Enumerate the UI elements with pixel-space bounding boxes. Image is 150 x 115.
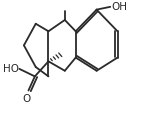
Text: HO: HO <box>3 64 19 74</box>
Text: OH: OH <box>111 2 127 12</box>
Text: O: O <box>23 93 31 103</box>
